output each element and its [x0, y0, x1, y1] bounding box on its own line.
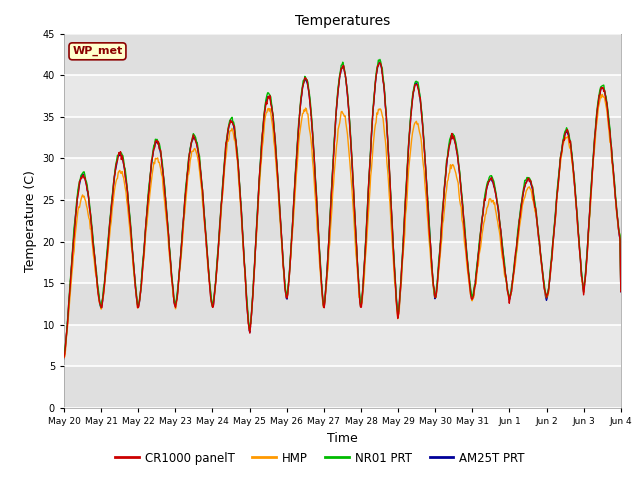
- Bar: [64, 366, 621, 408]
- Bar: [64, 117, 621, 158]
- Title: Temperatures: Temperatures: [295, 14, 390, 28]
- Text: WP_met: WP_met: [72, 46, 123, 57]
- Y-axis label: Temperature (C): Temperature (C): [24, 170, 37, 272]
- Bar: [64, 283, 621, 325]
- Legend: CR1000 panelT, HMP, NR01 PRT, AM25T PRT: CR1000 panelT, HMP, NR01 PRT, AM25T PRT: [111, 447, 529, 469]
- Bar: [64, 200, 621, 241]
- Bar: [64, 34, 621, 75]
- X-axis label: Time: Time: [327, 432, 358, 444]
